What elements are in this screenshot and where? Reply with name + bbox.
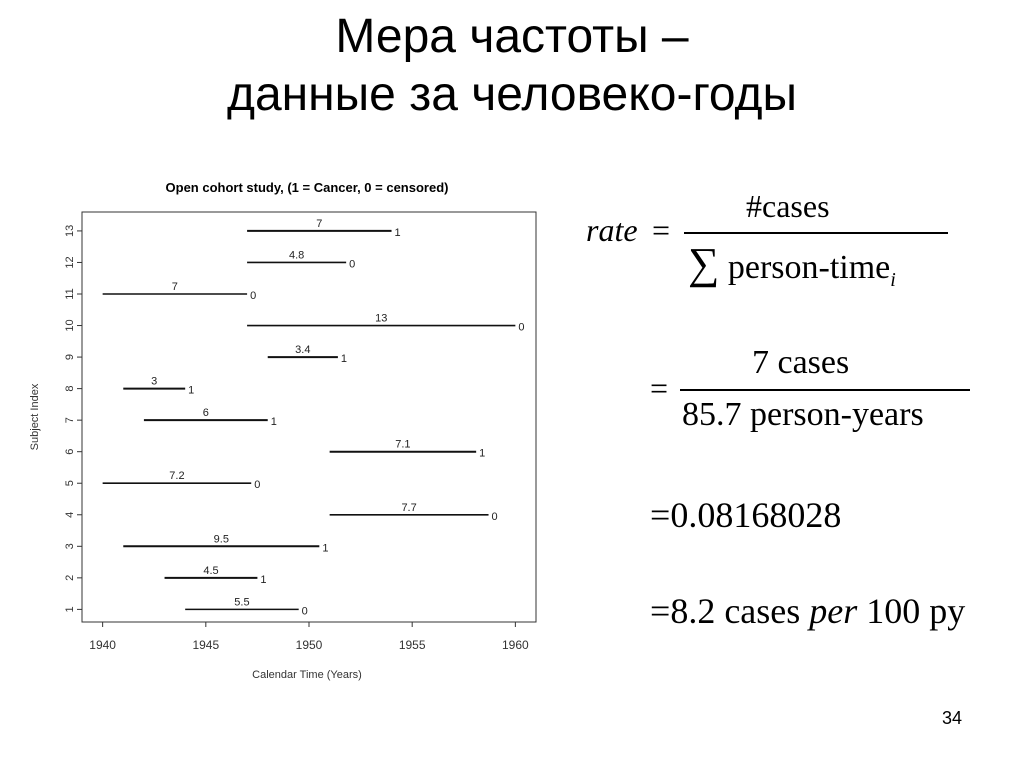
y-tick-label: 9	[64, 354, 76, 360]
duration-label-1: 5.5	[234, 596, 249, 608]
status-label-9: 1	[341, 353, 347, 365]
y-tick-label: 10	[64, 319, 76, 331]
status-label-13: 1	[395, 227, 401, 239]
formula-eq-2: =	[650, 370, 669, 406]
duration-label-6: 7.1	[395, 439, 410, 451]
slide-number: 34	[941, 708, 962, 728]
x-tick-label: 1960	[502, 638, 529, 652]
duration-label-7: 6	[203, 407, 209, 419]
rate-text: rate	[586, 212, 638, 248]
formula-num-2: 7 cases	[752, 344, 850, 381]
status-label-6: 1	[479, 448, 485, 460]
status-label-2: 1	[260, 574, 266, 586]
status-label-5: 0	[254, 479, 260, 491]
status-label-4: 0	[492, 511, 498, 523]
y-tick-label: 6	[64, 449, 76, 455]
y-tick-label: 5	[64, 480, 76, 486]
status-label-12: 0	[349, 258, 355, 270]
status-label-10: 0	[518, 322, 524, 334]
formula-den-2: 85.7 person-years	[682, 396, 924, 433]
duration-label-3: 9.5	[214, 533, 229, 545]
formula-cases-numerator: #cases	[746, 188, 830, 224]
status-label-1: 0	[302, 605, 308, 617]
formula-fraction-bar-1	[684, 232, 948, 234]
formula-line-3: =0.08168028	[650, 495, 842, 535]
formula-fraction-bar-2	[680, 389, 970, 391]
x-axis-label: Calendar Time (Years)	[252, 669, 362, 681]
duration-label-10: 13	[375, 313, 387, 325]
duration-label-13: 7	[316, 218, 322, 230]
y-tick-label: 3	[64, 543, 76, 549]
y-tick-label: 4	[64, 512, 76, 518]
status-label-8: 1	[188, 385, 194, 397]
formula-eq-1: =	[652, 212, 671, 248]
status-label-7: 1	[271, 416, 277, 428]
duration-label-9: 3.4	[295, 344, 310, 356]
x-tick-label: 1955	[399, 638, 426, 652]
x-tick-label: 1945	[192, 638, 219, 652]
person-time-text: person-time	[727, 249, 891, 286]
y-tick-label: 13	[64, 225, 76, 237]
duration-label-11: 7	[172, 281, 178, 293]
title-line-2: данные за человеко-годы	[226, 68, 798, 121]
y-tick-label: 12	[64, 256, 76, 268]
sum-symbol: ∑	[688, 239, 720, 288]
status-label-3: 1	[322, 542, 328, 554]
duration-label-8: 3	[151, 376, 157, 388]
plot-frame	[81, 211, 537, 623]
y-tick-label: 1	[64, 606, 76, 612]
formula-line-4: =8.2 cases per 100 py	[650, 591, 966, 631]
y-axis-label: Subject Index	[29, 383, 41, 450]
duration-label-12: 4.8	[289, 249, 304, 261]
title-line-1: Мера частоты –	[335, 10, 689, 63]
formula-rate-lhs: rate	[586, 212, 638, 249]
y-tick-label: 8	[64, 386, 76, 392]
formula-sum-denominator: ∑ person-timei	[688, 238, 896, 292]
subscript-i: i	[890, 268, 896, 291]
slide-title: Мера частоты – данные за человеко-годы	[0, 8, 1024, 124]
duration-label-4: 7.7	[401, 502, 416, 514]
y-tick-label: 2	[64, 575, 76, 581]
x-tick-label: 1940	[89, 638, 116, 652]
duration-label-2: 4.5	[203, 565, 218, 577]
chart-title: Open cohort study, (1 = Cancer, 0 = cens…	[166, 180, 449, 195]
x-tick-label: 1950	[296, 638, 323, 652]
y-tick-label: 11	[64, 288, 76, 299]
status-label-11: 0	[250, 290, 256, 302]
y-tick-label: 7	[64, 417, 76, 423]
duration-label-5: 7.2	[169, 470, 184, 482]
